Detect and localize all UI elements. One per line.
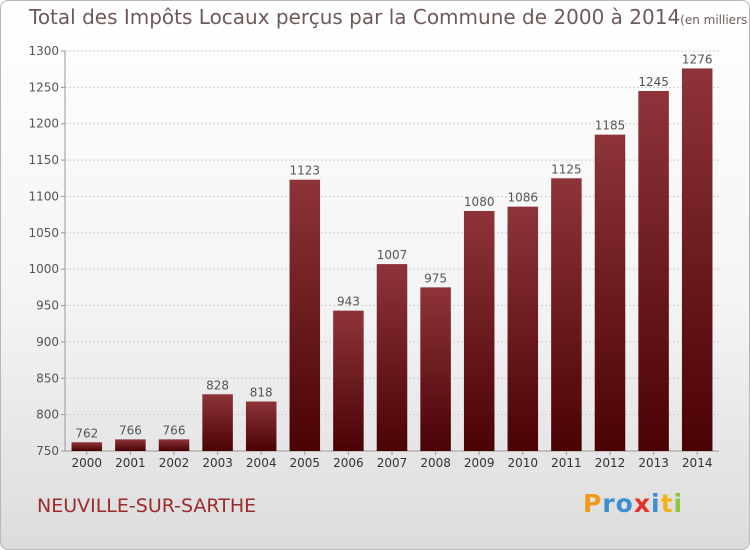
y-tick-label: 1250 [28, 80, 59, 94]
x-tick-label: 2001 [115, 456, 146, 470]
bar [376, 264, 408, 451]
x-tick-label: 2012 [595, 456, 626, 470]
bar-value-label: 766 [163, 423, 186, 437]
x-tick-label: 2011 [551, 456, 582, 470]
data-labels: 762 766 766 828 818 1123 943 1007 975 1080 1086 112… [75, 52, 712, 440]
commune-name: NEUVILLE-SUR-SARTHE [37, 495, 257, 517]
bar [245, 401, 277, 451]
bar-value-label: 828 [206, 378, 229, 392]
x-tick-label: 2007 [377, 456, 408, 470]
bar-value-label: 1185 [595, 119, 626, 133]
x-tick-label: 2009 [464, 456, 495, 470]
y-tick-label: 1150 [28, 153, 59, 167]
chart-title-unit: (en milliers d'€) [680, 13, 749, 27]
bar [333, 310, 364, 451]
bar [158, 439, 190, 451]
x-tick-label: 2008 [420, 456, 451, 470]
logo-letter: o [615, 489, 634, 518]
bar [115, 439, 146, 451]
y-tick-label: 850 [36, 371, 59, 385]
bar-value-label: 1245 [638, 75, 669, 89]
bar-value-label: 1080 [464, 195, 495, 209]
x-tick-label: 2004 [246, 456, 277, 470]
bar-value-label: 1276 [682, 52, 713, 66]
x-tick-label: 2000 [72, 456, 103, 470]
proxiti-logo: Proxiti [583, 489, 683, 518]
bar-value-label: 1007 [377, 248, 408, 262]
y-tick-label: 800 [36, 408, 59, 422]
chart-title-main: Total des Impôts Locaux perçus par la Co… [29, 5, 681, 29]
y-tick-label: 900 [36, 335, 59, 349]
bar [681, 68, 713, 452]
bar [463, 211, 495, 451]
bar-value-label: 1125 [551, 162, 582, 176]
x-tick-label: 2005 [290, 456, 321, 470]
x-tick-label: 2002 [159, 456, 190, 470]
logo-letter: x [633, 489, 651, 518]
bar [289, 179, 321, 451]
bar-value-label: 1086 [508, 191, 539, 205]
chart-title: Total des Impôts Locaux perçus par la Co… [29, 5, 749, 29]
bar-value-label: 1123 [290, 164, 321, 178]
y-tick-label: 1200 [28, 117, 59, 131]
bar-value-label: 943 [337, 295, 360, 309]
logo-letter: r [602, 489, 616, 518]
y-tick-label: 1000 [28, 262, 59, 276]
bar-value-label: 762 [75, 426, 98, 440]
bar [420, 287, 451, 451]
bar [594, 134, 626, 452]
bar [551, 178, 582, 452]
bar [507, 206, 539, 451]
y-tick-label: 950 [36, 299, 59, 313]
bar-value-label: 975 [424, 271, 447, 285]
bar [71, 442, 103, 451]
logo-letter: i [673, 489, 684, 518]
x-axis: 2000 2001 2002 2003 2004 2005 2006 2007 2008 2009… [72, 451, 713, 470]
bar [638, 91, 669, 451]
x-tick-label: 2010 [508, 456, 539, 470]
x-tick-label: 2013 [638, 456, 669, 470]
bars [71, 68, 713, 452]
logo-letter: t [660, 489, 674, 518]
y-tick-label: 1100 [28, 189, 59, 203]
bar-value-label: 818 [250, 386, 273, 400]
bar [202, 394, 233, 451]
logo-letter: P [583, 489, 603, 518]
logo-letter: i [651, 489, 661, 518]
y-tick-label: 750 [36, 444, 59, 458]
y-tick-label: 1050 [28, 226, 59, 240]
y-axis: 750 800 850 900 950 1000 1050 1100 1150 1200 1250 1… [28, 44, 719, 458]
y-tick-label: 1300 [28, 44, 59, 58]
x-tick-label: 2014 [682, 456, 713, 470]
bar-value-label: 766 [119, 423, 142, 437]
x-tick-label: 2003 [202, 456, 233, 470]
x-tick-label: 2006 [333, 456, 364, 470]
